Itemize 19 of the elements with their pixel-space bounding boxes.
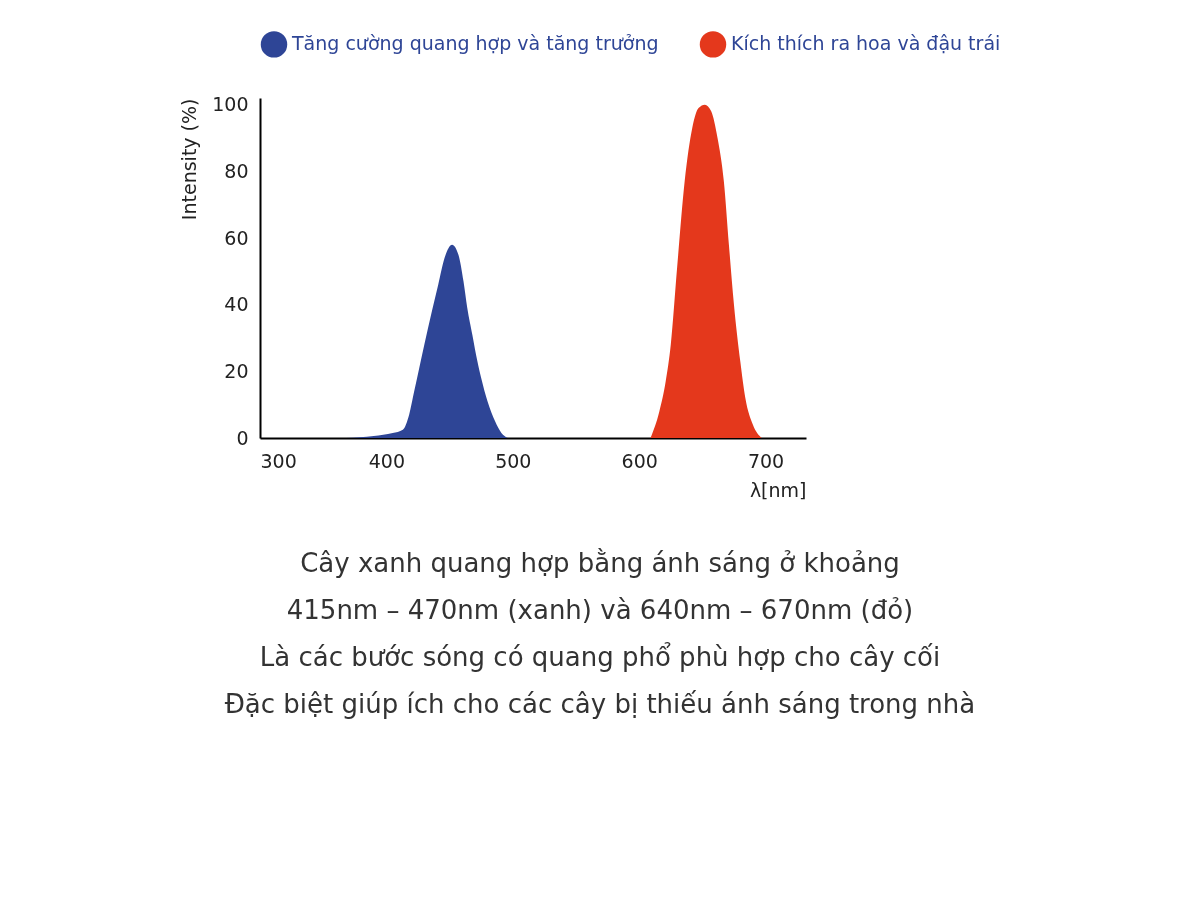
text: Đặc biệt giúp ích cho các cây bị thiếu ánh sáng trong nhà — [224, 688, 976, 721]
x-tick-label: 600 — [621, 449, 658, 472]
y-tick-label: 80 — [223, 159, 248, 182]
legend-label: Kích thích ra hoa và đậu trái — [730, 32, 1000, 55]
y-tick-label: 0 — [235, 426, 248, 449]
text: 415nm – 470nm (xanh) và 640nm – 670nm (đỏ) — [285, 594, 915, 627]
x-tick-label: 300 — [260, 449, 297, 472]
x-tick-label: 400 — [368, 449, 405, 472]
legend-label: Tăng cường quang hợp và tăng trưởng — [290, 32, 658, 55]
text: Là các bước sóng có quang phổ phù hợp cho cây cối — [258, 641, 942, 674]
text: Cây xanh quang hợp bằng ánh sáng ở khoảng — [299, 547, 901, 580]
y-tick-label: 60 — [223, 226, 248, 249]
y-axis-title: Intensity (%) — [177, 98, 200, 221]
y-tick-label: 20 — [223, 359, 248, 382]
x-axis-title: λ[nm] — [749, 478, 806, 501]
y-tick-label: 40 — [223, 293, 248, 316]
y-tick-label: 100 — [211, 93, 248, 116]
x-tick-label: 500 — [494, 449, 531, 472]
x-tick-label: 700 — [747, 449, 784, 472]
